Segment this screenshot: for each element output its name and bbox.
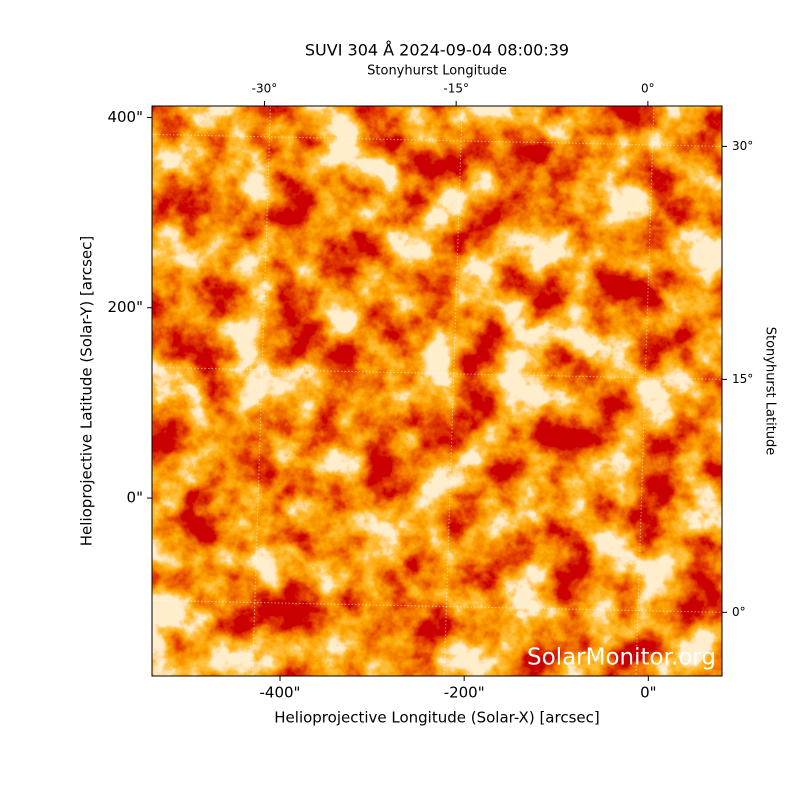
y2-tick-label: 0° [732,605,746,619]
y-tick-label: 400" [107,108,143,126]
plot-frame [151,105,723,677]
x2-tick-label: -15° [443,82,469,96]
y-tick-label: 200" [107,298,143,316]
y-axis-label: Helioprojective Latitude (Solar-Y) [arcs… [78,236,96,546]
grid-line [151,366,723,380]
grid-line [635,105,655,677]
chart-title: SUVI 304 Å 2024-09-04 08:00:39 [305,41,569,60]
x-tick-label: -400" [260,684,301,702]
x-axis-label: Helioprojective Longitude (Solar-X) [arc… [274,709,599,727]
x-tick-label: -200" [444,684,485,702]
y2-tick-label: 30° [732,139,753,153]
y-tick-label: 0" [127,489,143,507]
x2-tick-label: 0° [641,82,655,96]
x2-tick-label: -30° [252,82,278,96]
x2-axis-label: Stonyhurst Longitude [367,64,507,79]
y2-tick-label: 15° [732,372,753,386]
grid-line [251,105,271,677]
solar-image [152,106,722,676]
x-tick-label: 0" [640,684,656,702]
grid-line [443,105,463,677]
grid-line [151,133,723,147]
watermark: SolarMonitor.org [527,645,716,671]
grid-line [151,599,723,613]
y2-axis-label: Stonyhurst Latitude [763,327,778,456]
